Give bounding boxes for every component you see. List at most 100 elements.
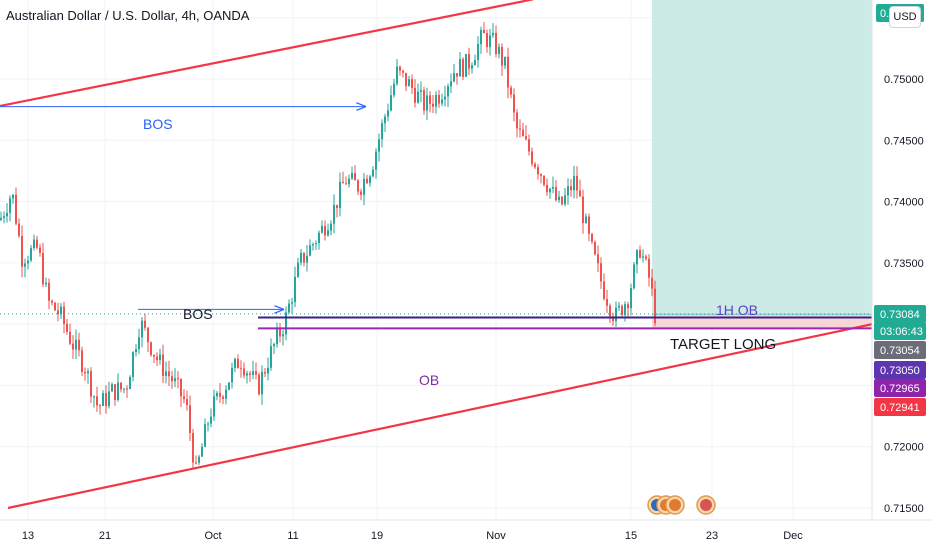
candle xyxy=(495,25,497,58)
candle-body xyxy=(348,178,350,185)
candle xyxy=(225,385,227,405)
candle-body xyxy=(498,46,500,55)
candle-body xyxy=(150,342,152,355)
candle xyxy=(162,344,164,384)
candle-body xyxy=(378,139,380,152)
candle xyxy=(309,239,311,257)
candle-body xyxy=(495,32,497,55)
candle xyxy=(399,65,401,76)
candle xyxy=(177,371,179,389)
candle-body xyxy=(435,94,437,107)
candle-body xyxy=(252,371,254,375)
candle xyxy=(198,454,200,466)
candle-body xyxy=(147,327,149,343)
candle-body xyxy=(198,456,200,463)
candle xyxy=(222,394,224,405)
candle-body xyxy=(384,116,386,124)
candle-body xyxy=(345,183,347,185)
candle xyxy=(411,74,413,95)
profit-zone xyxy=(652,0,872,315)
candle xyxy=(12,193,14,204)
candle-body xyxy=(132,352,134,377)
candle xyxy=(324,220,326,241)
candle xyxy=(579,179,581,197)
candle xyxy=(570,179,572,197)
candle-body xyxy=(306,255,308,263)
candle-body xyxy=(27,260,29,264)
candle xyxy=(564,188,566,207)
candle-body xyxy=(243,368,245,376)
candle-body xyxy=(336,204,338,209)
candle-body xyxy=(69,331,71,344)
candle-body xyxy=(234,358,236,368)
candle-body xyxy=(414,87,416,103)
candle xyxy=(267,357,269,381)
candle-body xyxy=(588,216,590,234)
candle xyxy=(636,249,638,274)
candle xyxy=(219,382,221,403)
candle-body xyxy=(45,282,47,285)
candle-body xyxy=(204,424,206,447)
candle xyxy=(507,47,509,99)
candle-body xyxy=(426,95,428,111)
candle xyxy=(549,187,551,199)
candle-body xyxy=(483,29,485,34)
candle-body xyxy=(42,252,44,285)
candle-body xyxy=(3,216,5,218)
candle-body xyxy=(54,302,56,311)
candle xyxy=(150,341,152,357)
candle-body xyxy=(585,216,587,224)
candle xyxy=(483,22,485,34)
candle xyxy=(210,408,212,427)
candle-body xyxy=(249,373,251,375)
candle xyxy=(213,389,215,421)
candle-body xyxy=(600,263,602,282)
candle-body xyxy=(153,354,155,357)
candle xyxy=(618,301,620,311)
lower-channel-line xyxy=(7,323,873,510)
candle-body xyxy=(480,29,482,45)
candle-body xyxy=(366,178,368,184)
candle-body xyxy=(117,382,119,400)
x-tick-label: Dec xyxy=(783,530,803,542)
candle xyxy=(342,171,344,184)
candle xyxy=(363,172,365,206)
candle xyxy=(528,134,530,156)
candle xyxy=(651,268,653,297)
candle-body xyxy=(300,252,302,263)
candle-body xyxy=(66,323,68,332)
candle-body xyxy=(84,371,86,374)
candle-body xyxy=(48,282,50,301)
candle-body xyxy=(504,56,506,66)
candle-body xyxy=(123,388,125,390)
candle-body xyxy=(360,191,362,195)
candle-body xyxy=(531,151,533,164)
candle xyxy=(561,196,563,206)
chart-title: Australian Dollar / U.S. Dollar, 4h, OAN… xyxy=(6,8,250,23)
candle xyxy=(444,85,446,107)
candle xyxy=(498,43,500,59)
y-tick-label: 0.71500 xyxy=(884,503,924,515)
candle xyxy=(261,365,263,405)
candle-body xyxy=(87,371,89,374)
candle xyxy=(72,335,74,359)
candle-body xyxy=(357,180,359,192)
candle-body xyxy=(405,72,407,87)
candle-body xyxy=(327,230,329,236)
candle xyxy=(327,223,329,237)
candle-body xyxy=(576,175,578,191)
event-icon-core xyxy=(669,499,681,511)
candle-body xyxy=(549,188,551,193)
candle-body xyxy=(492,32,494,36)
candle xyxy=(183,389,185,404)
candle xyxy=(165,361,167,384)
candle-body xyxy=(291,302,293,304)
candle-body xyxy=(558,196,560,201)
candle xyxy=(78,332,80,357)
candle-body xyxy=(507,56,509,88)
candle xyxy=(186,390,188,411)
currency-button[interactable]: USD xyxy=(889,6,921,28)
candle-body xyxy=(15,194,17,224)
